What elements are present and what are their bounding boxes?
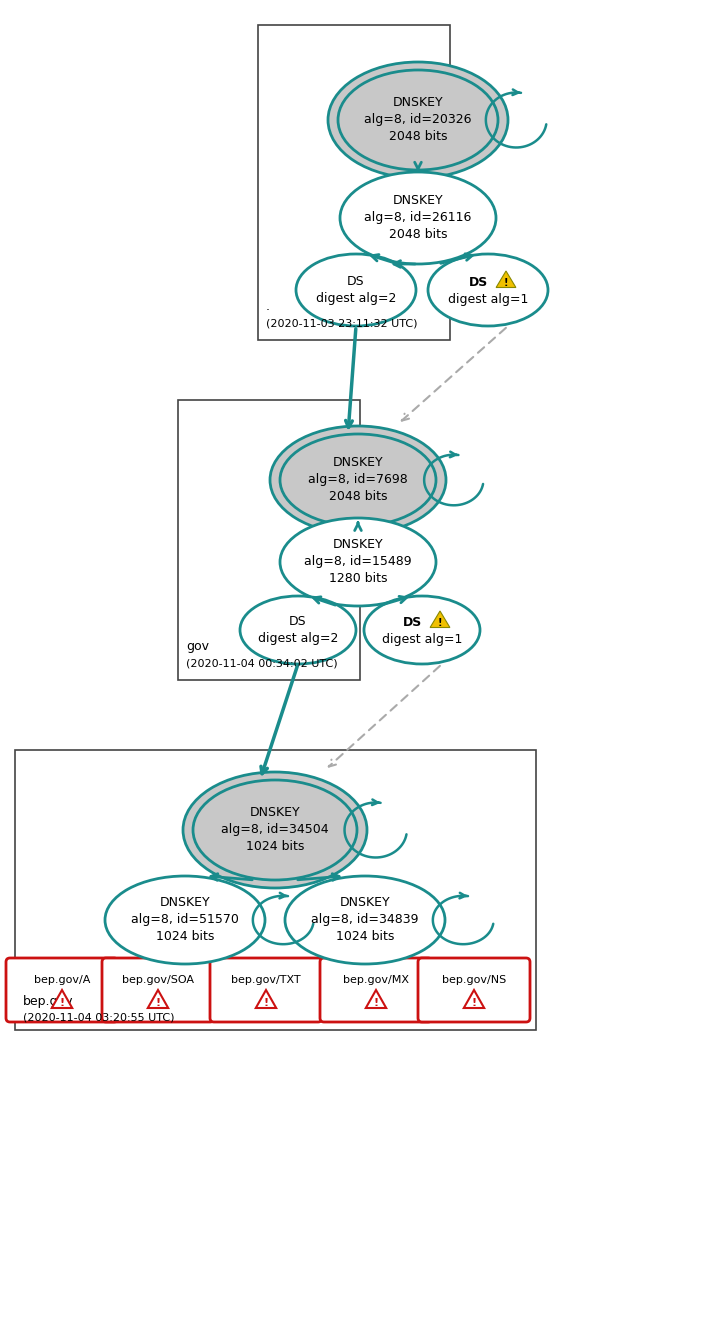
Text: !: ! [59,998,64,1007]
FancyBboxPatch shape [102,958,214,1022]
Text: bep.gov: bep.gov [23,995,74,1007]
Bar [178,400,360,680]
Bar [15,750,536,1030]
Text: !: ! [471,998,477,1007]
FancyBboxPatch shape [6,958,118,1022]
Ellipse shape [270,427,446,534]
Text: gov: gov [186,641,209,653]
Text: DS: DS [468,275,488,288]
Ellipse shape [428,254,548,326]
Text: !: ! [263,998,268,1007]
Text: DNSKEY
alg=8, id=15489
1280 bits: DNSKEY alg=8, id=15489 1280 bits [304,538,412,586]
Text: DNSKEY
alg=8, id=20326
2048 bits: DNSKEY alg=8, id=20326 2048 bits [364,97,472,144]
Text: !: ! [504,278,508,288]
Ellipse shape [193,780,357,880]
Text: digest alg=1: digest alg=1 [448,294,528,307]
Polygon shape [52,990,72,1007]
Ellipse shape [285,876,445,964]
FancyBboxPatch shape [210,958,322,1022]
Text: DNSKEY
alg=8, id=26116
2048 bits: DNSKEY alg=8, id=26116 2048 bits [364,194,472,242]
Text: DNSKEY
alg=8, id=34839
1024 bits: DNSKEY alg=8, id=34839 1024 bits [311,897,419,944]
Polygon shape [496,271,516,287]
Polygon shape [430,611,450,627]
Ellipse shape [340,171,496,264]
Ellipse shape [105,876,265,964]
Ellipse shape [364,595,480,664]
Text: DNSKEY
alg=8, id=51570
1024 bits: DNSKEY alg=8, id=51570 1024 bits [131,897,239,944]
Text: (2020-11-04 00:34:02 UTC): (2020-11-04 00:34:02 UTC) [186,658,338,668]
Text: DS
digest alg=2: DS digest alg=2 [316,275,396,304]
Ellipse shape [338,70,498,170]
FancyBboxPatch shape [320,958,432,1022]
Text: !: ! [437,618,442,629]
Text: DNSKEY
alg=8, id=34504
1024 bits: DNSKEY alg=8, id=34504 1024 bits [221,807,329,853]
Ellipse shape [183,772,367,888]
Text: .: . [266,300,270,314]
Text: DS
digest alg=2: DS digest alg=2 [258,615,338,645]
Text: bep.gov/A: bep.gov/A [34,975,90,985]
Ellipse shape [240,595,356,664]
Ellipse shape [280,435,436,526]
Text: !: ! [374,998,379,1007]
FancyBboxPatch shape [418,958,530,1022]
Text: !: ! [155,998,160,1007]
Text: (2020-11-04 03:20:55 UTC): (2020-11-04 03:20:55 UTC) [23,1011,175,1022]
Ellipse shape [328,62,508,178]
Text: DNSKEY
alg=8, id=7698
2048 bits: DNSKEY alg=8, id=7698 2048 bits [308,456,408,504]
Ellipse shape [296,254,416,326]
Polygon shape [256,990,276,1007]
Ellipse shape [280,518,436,606]
Polygon shape [147,990,168,1007]
Text: bep.gov/TXT: bep.gov/TXT [231,975,301,985]
Text: DS: DS [402,615,422,629]
Polygon shape [366,990,386,1007]
Text: digest alg=1: digest alg=1 [382,634,463,646]
Text: bep.gov/SOA: bep.gov/SOA [122,975,194,985]
Text: (2020-11-03 23:11:32 UTC): (2020-11-03 23:11:32 UTC) [266,318,417,328]
Text: bep.gov/MX: bep.gov/MX [343,975,409,985]
Polygon shape [464,990,484,1007]
Bar [258,25,450,340]
Text: bep.gov/NS: bep.gov/NS [442,975,506,985]
